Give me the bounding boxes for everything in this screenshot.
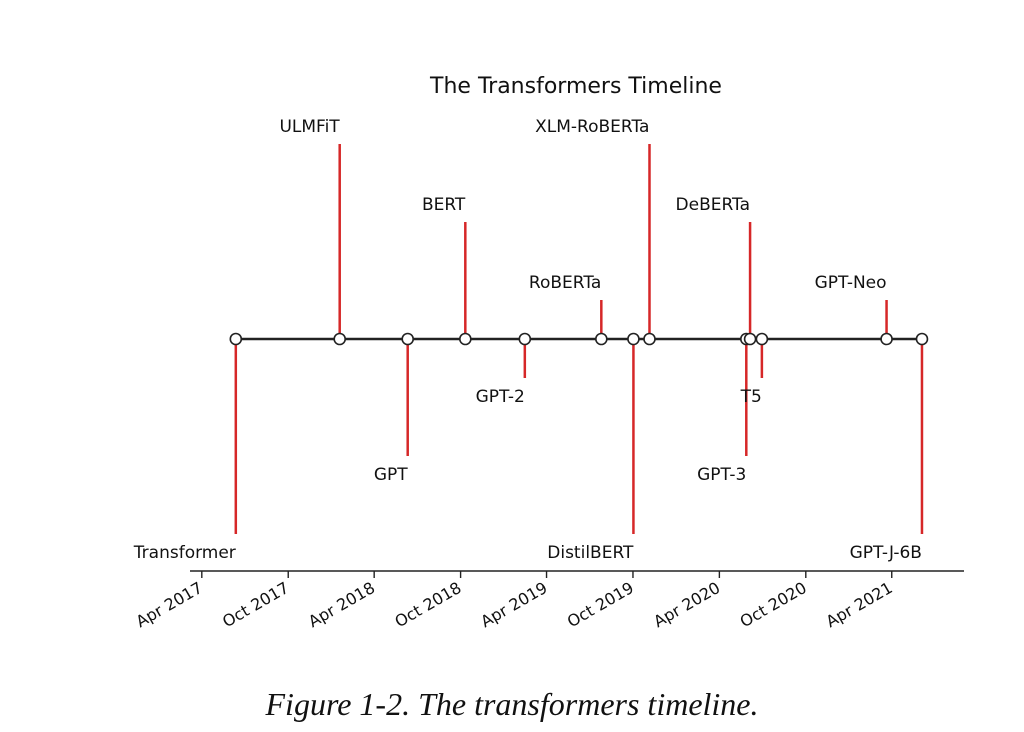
marker-transformer [229, 332, 243, 346]
marker-gpt-neo [880, 332, 893, 346]
x-tick-label: Apr 2020 [650, 578, 723, 631]
event-label-ulmfit: ULMFiT [279, 117, 340, 137]
marker-deberta [743, 332, 757, 346]
event-label-gpt-j-6b: GPT-J-6B [850, 543, 922, 563]
event-label-deberta: DeBERTa [676, 195, 751, 215]
x-tick-label: Oct 2018 [391, 578, 464, 631]
stems-layer [234, 144, 924, 534]
markers-layer [229, 332, 929, 346]
x-tick-label: Oct 2019 [564, 578, 637, 631]
x-tick-label: Oct 2020 [737, 578, 810, 631]
marker-xlm-roberta [643, 332, 656, 346]
marker-bert [459, 332, 472, 346]
labels-layer: Transformer ULMFiT GPT BERT GPT-2 RoBERTa Dist… [133, 117, 922, 563]
marker-t5 [755, 332, 769, 346]
marker-roberta [595, 332, 608, 346]
marker-ulmfit [333, 332, 346, 346]
timeline-chart: The Transformers Timeline Transformer ULM… [133, 74, 964, 631]
chart-title: The Transformers Timeline [429, 74, 722, 99]
event-label-gpt: GPT [374, 465, 408, 485]
event-label-gpt-3: GPT-3 [697, 465, 746, 485]
marker-gpt-j-6b [915, 332, 929, 346]
x-tick-label: Apr 2017 [133, 578, 206, 631]
event-label-roberta: RoBERTa [529, 273, 601, 293]
marker-distilbert [627, 332, 640, 346]
x-tick-label: Apr 2021 [823, 578, 896, 631]
event-label-transformer: Transformer [133, 543, 236, 563]
event-label-bert: BERT [422, 195, 466, 215]
event-label-xlm-roberta: XLM-RoBERTa [535, 117, 649, 137]
x-ticks-layer: Apr 2017 Oct 2017 Apr 2018 Oct 2018 Apr 2019… [133, 571, 896, 631]
event-label-distilbert: DistilBERT [547, 543, 634, 563]
x-tick-label: Oct 2017 [219, 578, 292, 631]
event-label-gpt-2: GPT-2 [476, 387, 525, 407]
event-label-t5: T5 [740, 387, 762, 407]
marker-gpt-2 [518, 332, 532, 346]
marker-gpt [401, 332, 415, 346]
figure-caption: Figure 1-2. The transformers timeline. [265, 686, 759, 722]
x-tick-label: Apr 2019 [477, 578, 550, 631]
event-label-gpt-neo: GPT-Neo [815, 273, 887, 293]
x-tick-label: Apr 2018 [305, 578, 378, 631]
